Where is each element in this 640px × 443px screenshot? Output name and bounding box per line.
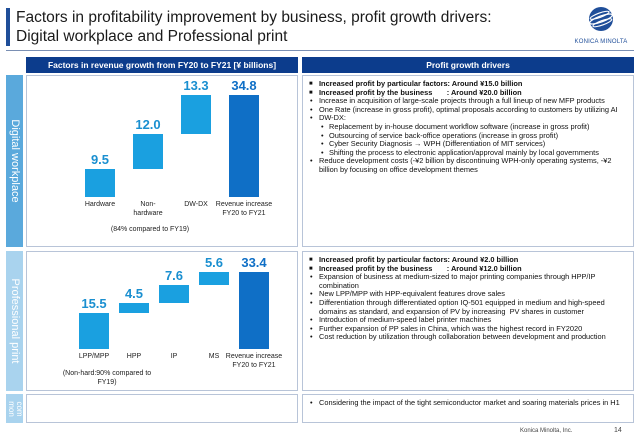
pp-driver-item-2: Expansion of business at medium-sized to… [309,272,629,290]
chart-1-value-label-3: 5.6 [204,255,224,271]
pp-chart-panel: 15.5 LPP/MPP 4.5 HPP 7.6 IP 5.6 MS 33.4 Revenue i… [26,251,298,391]
page-title: Factors in profitability improvement by … [16,8,561,46]
pp-driver-item-6: Further expansion of PP sales in China, … [309,324,629,334]
pp-driver-item-7: Cost reduction by utilization through co… [309,333,629,342]
chart-1-value-label-1: 4.5 [124,285,144,301]
chart-0-bar-3 [229,95,259,197]
chart-0-value-label-0: 9.5 [90,152,110,168]
header-revenue-factors: Factors in revenue growth from FY20 to F… [26,57,298,73]
dw-driver-item-7: Cyber Security Diagnosis → WPH (Differen… [309,140,629,149]
page-title-line-2: Digital workplace and Professional print [16,28,288,45]
pp-driver-item-0: Increased profit by particular factors: … [309,255,629,265]
chart-1-category-label-0: LPP/MPP [78,353,110,360]
pp-driver-item-4: Differentiation through differentiated o… [309,298,629,316]
common-drivers-panel: Considering the impact of the tight semi… [302,394,634,423]
side-label-common: com mon [6,394,24,423]
chart-0-note: (84% compared to FY19) [110,226,190,233]
chart-1-bar-3 [199,272,229,286]
pp-drivers-panel: Increased profit by particular factors: … [302,251,634,391]
globe-logo-icon [589,7,613,31]
dw-driver-item-1: Increased profit by the business : Aroun… [309,88,629,98]
dw-driver-item-4: DW-DX: [309,114,629,123]
dw-driver-item-5: Replacement by in-house document workflo… [309,122,629,132]
pp-driver-item-3: New LPP/MPP with HPP-equivalent features… [309,290,629,299]
dw-driver-item-6: Outsourcing of service back-office opera… [309,131,629,141]
title-accent-bar [6,8,10,46]
side-label-digital-workplace-text: Digital workplace [8,119,21,203]
chart-1-category-label-1: HPP [126,353,142,360]
chart-0-value-label-3: 34.8 [231,78,257,93]
chart-0-bar-1 [133,133,163,170]
dw-driver-item-2: Increase in acquisition of large-scale p… [309,97,629,106]
chart-1-value-label-0: 15.5 [81,296,107,312]
logo-text: KONICA MINOLTA [574,39,628,45]
chart-1-bar-0 [79,313,109,349]
side-label-common-text: com mon [6,400,24,417]
cm-driver-item-0: Considering the impact of the tight semi… [309,398,629,408]
footer-copyright: Konica Minolta, Inc. [520,428,573,434]
chart-0-value-label-2: 13.3 [183,78,209,93]
common-left-panel [26,394,298,423]
chart-1-value-label-4: 33.4 [241,255,267,270]
chart-0-bar-2 [181,95,211,134]
dw-driver-item-3: One Rate (increase in gross profit), opt… [309,105,629,115]
pp-driver-item-1: Increased profit by the business : Aroun… [309,264,629,274]
side-label-professional-print-text: Professional print [8,278,21,364]
chart-1-bar-2 [159,285,189,303]
chart-0-value-label-1: 12.0 [135,116,161,132]
chart-1-bar-1 [119,302,149,314]
chart-0-category-label-3: Revenue increase FY20 to FY21 [215,201,273,217]
company-logo: KONICA MINOLTA [566,6,636,46]
chart-0-bar-0 [85,169,115,197]
chart-1-value-label-2: 7.6 [164,268,184,284]
chart-1-category-label-2: IP [170,353,178,360]
chart-0-category-label-0: Hardware [84,201,116,208]
chart-1-note: (Non-hard:90% compared to FY19) [62,370,152,386]
pp-drivers-list: Increased profit by particular factors: … [309,255,629,342]
header-profit-drivers: Profit growth drivers [302,57,634,73]
chart-0-category-label-2: DW-DX [184,201,208,208]
dw-driver-item-9: Reduce development costs (-¥2 billion by… [309,156,629,174]
dw-driver-item-8: Shifting the process to electronic appli… [309,148,629,158]
chart-0-category-label-1: Non- hardware [133,201,163,217]
side-label-professional-print: Professional print [6,251,23,391]
dw-drivers-panel: Increased profit by particular factors: … [302,75,634,247]
page-title-line-1: Factors in profitability improvement by … [16,9,492,26]
pp-driver-item-5: Introduction of medium-speed label print… [309,316,629,325]
common-drivers-list: Considering the impact of the tight semi… [309,398,629,408]
chart-1-category-label-4: Revenue increase FY20 to FY21 [225,353,283,369]
dw-chart-panel: 9.5 Hardware 12.0 Non- hardware 13.3 DW-DX 34.… [26,75,298,247]
dw-driver-item-0: Increased profit by particular factors: … [309,79,629,89]
page-number: 14 [614,427,622,434]
title-divider [6,50,634,51]
dw-drivers-list: Increased profit by particular factors: … [309,79,629,175]
chart-1-category-label-3: MS [208,353,220,360]
side-label-digital-workplace: Digital workplace [6,75,23,247]
chart-1-bar-4 [239,272,269,349]
